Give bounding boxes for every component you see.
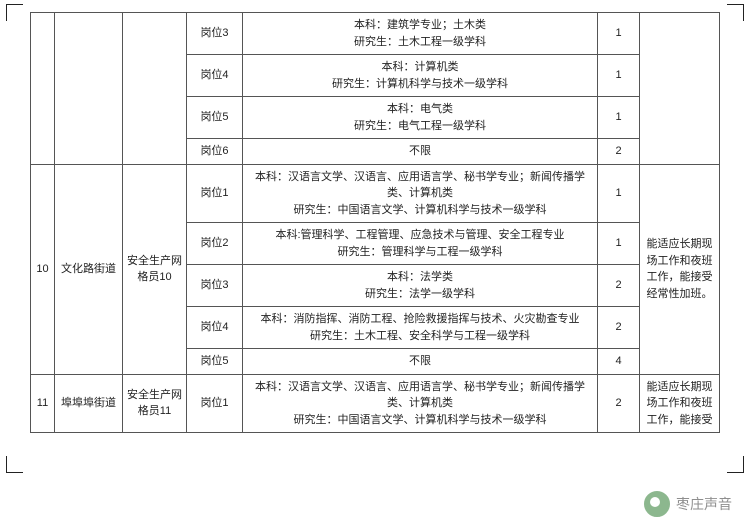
count-cell: 2 [598, 307, 640, 349]
req-cell: 不限 [243, 139, 598, 165]
count-cell: 4 [598, 349, 640, 375]
role-cell: 安全生产网格员10 [123, 164, 187, 374]
wechat-icon [644, 491, 670, 517]
page-container: 岗位3 本科：建筑学专业；土木类研究生：土木工程一级学科 1 岗位4 本科：计算… [0, 0, 750, 503]
req-cell: 本科：电气类研究生：电气工程一级学科 [243, 97, 598, 139]
crop-mark-br [727, 456, 744, 473]
post-cell: 岗位4 [187, 307, 243, 349]
table-row: 10 文化路街道 安全生产网格员10 岗位1 本科：汉语言文学、汉语言、应用语言… [31, 164, 720, 223]
post-cell: 岗位1 [187, 374, 243, 433]
post-cell: 岗位5 [187, 349, 243, 375]
role-cell [123, 13, 187, 165]
post-cell: 岗位2 [187, 223, 243, 265]
count-cell: 1 [598, 223, 640, 265]
count-cell: 1 [598, 55, 640, 97]
unit-cell: 文化路街道 [55, 164, 123, 374]
post-cell: 岗位1 [187, 164, 243, 223]
req-cell: 本科：法学类研究生：法学一级学科 [243, 265, 598, 307]
req-cell: 本科：建筑学专业；土木类研究生：土木工程一级学科 [243, 13, 598, 55]
post-cell: 岗位5 [187, 97, 243, 139]
remark-cell [640, 13, 720, 165]
count-cell: 1 [598, 97, 640, 139]
remark-cell: 能适应长期现场工作和夜班工作，能接受经常性加班。 [640, 164, 720, 374]
idx-cell: 10 [31, 164, 55, 374]
crop-mark-tl [6, 4, 23, 21]
watermark-text: 枣庄声音 [676, 494, 732, 514]
req-cell: 本科:管理科学、工程管理、应急技术与管理、安全工程专业研究生：管理科学与工程一级… [243, 223, 598, 265]
req-cell: 本科：汉语言文学、汉语言、应用语言学、秘书学专业；新闻传播学类、计算机类研究生：… [243, 374, 598, 433]
post-cell: 岗位3 [187, 13, 243, 55]
count-cell: 2 [598, 139, 640, 165]
count-cell: 2 [598, 265, 640, 307]
crop-mark-bl [6, 456, 23, 473]
req-cell: 本科：汉语言文学、汉语言、应用语言学、秘书学专业；新闻传播学类、计算机类研究生：… [243, 164, 598, 223]
recruitment-table: 岗位3 本科：建筑学专业；土木类研究生：土木工程一级学科 1 岗位4 本科：计算… [30, 12, 720, 433]
unit-cell [55, 13, 123, 165]
remark-cell: 能适应长期现场工作和夜班工作，能接受 [640, 374, 720, 433]
post-cell: 岗位3 [187, 265, 243, 307]
count-cell: 1 [598, 13, 640, 55]
table-row: 岗位3 本科：建筑学专业；土木类研究生：土木工程一级学科 1 [31, 13, 720, 55]
req-cell: 本科：计算机类研究生：计算机科学与技术一级学科 [243, 55, 598, 97]
post-cell: 岗位4 [187, 55, 243, 97]
count-cell: 2 [598, 374, 640, 433]
req-cell: 不限 [243, 349, 598, 375]
watermark: 枣庄声音 [644, 491, 732, 517]
count-cell: 1 [598, 164, 640, 223]
idx-cell [31, 13, 55, 165]
post-cell: 岗位6 [187, 139, 243, 165]
role-cell: 安全生产网格员11 [123, 374, 187, 433]
idx-cell: 11 [31, 374, 55, 433]
crop-mark-tr [727, 4, 744, 21]
unit-cell: 埠埠埠街道 [55, 374, 123, 433]
req-cell: 本科：消防指挥、消防工程、抢险救援指挥与技术、火灾勘查专业研究生：土木工程、安全… [243, 307, 598, 349]
table-row: 11 埠埠埠街道 安全生产网格员11 岗位1 本科：汉语言文学、汉语言、应用语言… [31, 374, 720, 433]
